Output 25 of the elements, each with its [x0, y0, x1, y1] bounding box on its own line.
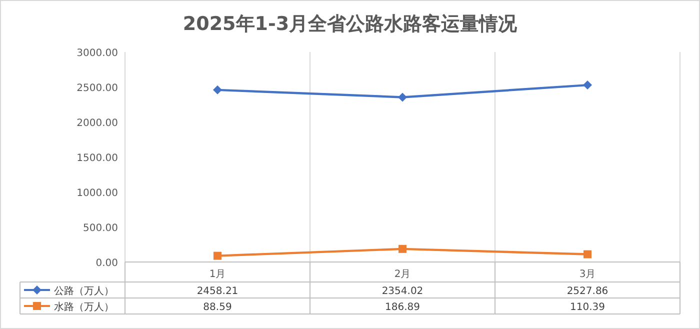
y-tick-label: 3000.00	[76, 48, 118, 59]
y-tick-label: 2500.00	[76, 83, 118, 94]
y-tick-label: 1000.00	[76, 188, 118, 199]
point	[214, 252, 222, 260]
data-label: 2527.86	[566, 286, 608, 297]
data-label: 2458.21	[196, 286, 238, 297]
x-tick-label: 1月	[209, 269, 226, 280]
data-label: 110.39	[570, 302, 605, 313]
legend-label: 水路（万人）	[54, 301, 114, 313]
x-tick-label: 3月	[579, 269, 596, 280]
data-label: 2354.02	[382, 286, 424, 297]
data-label: 88.59	[203, 302, 232, 313]
y-tick-label: 500.00	[83, 223, 118, 234]
x-tick-label: 2月	[394, 269, 411, 280]
legend-label: 公路（万人）	[54, 285, 114, 297]
y-tick-label: 1500.00	[76, 153, 118, 164]
point	[398, 92, 407, 102]
y-tick-label: 0.00	[96, 258, 118, 269]
data-label: 186.89	[385, 302, 420, 313]
point	[213, 85, 222, 94]
point	[584, 250, 592, 258]
chart-title: 2025年1-3月全省公路水路客运量情况	[182, 13, 518, 35]
point	[583, 80, 592, 90]
point	[398, 244, 406, 253]
y-tick-label: 2000.00	[76, 118, 118, 129]
